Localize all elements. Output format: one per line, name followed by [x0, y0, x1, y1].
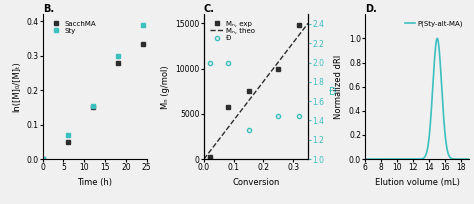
Legend: Mₙ, exp, Mₙ, theo, Ð: Mₙ, exp, Mₙ, theo, Ð — [208, 18, 258, 44]
Mₙ, exp — [246, 90, 251, 92]
Ð — [207, 61, 213, 64]
Sty — [115, 54, 120, 57]
Ð — [225, 61, 230, 64]
SacchMA — [90, 106, 95, 109]
Line: Sty: Sty — [41, 23, 145, 161]
Legend: SacchMA, Sty: SacchMA, Sty — [46, 18, 99, 37]
Mₙ, exp — [207, 156, 213, 159]
Y-axis label: Normalized dRI: Normalized dRI — [334, 55, 343, 119]
Sty — [90, 104, 95, 107]
Line: Ð: Ð — [208, 60, 301, 132]
Legend: P(Sty-alt-MA): P(Sty-alt-MA) — [402, 18, 466, 30]
SacchMA — [140, 42, 146, 45]
Mₙ, exp — [225, 105, 230, 108]
Sty — [40, 158, 46, 160]
Ð — [296, 114, 302, 117]
Sty — [140, 23, 146, 26]
Line: Mₙ, exp: Mₙ, exp — [208, 23, 301, 159]
Y-axis label: ln([M]₀/[M]ₜ): ln([M]₀/[M]ₜ) — [12, 61, 21, 112]
Y-axis label: Ð: Ð — [328, 87, 336, 97]
SacchMA — [40, 158, 46, 160]
Line: SacchMA: SacchMA — [41, 41, 145, 161]
Mₙ, exp — [296, 24, 302, 26]
Text: C.: C. — [204, 3, 215, 13]
Y-axis label: Mₙ (g/mol): Mₙ (g/mol) — [161, 65, 170, 109]
Ð — [246, 129, 251, 131]
Mₙ, exp — [275, 67, 281, 70]
Text: B.: B. — [43, 3, 54, 13]
X-axis label: Conversion: Conversion — [232, 178, 280, 187]
SacchMA — [115, 61, 120, 64]
X-axis label: Elution volume (mL): Elution volume (mL) — [375, 178, 460, 187]
Ð — [275, 114, 281, 117]
Text: D.: D. — [365, 3, 377, 13]
Sty — [65, 134, 71, 136]
X-axis label: Time (h): Time (h) — [77, 178, 112, 187]
SacchMA — [65, 141, 71, 143]
